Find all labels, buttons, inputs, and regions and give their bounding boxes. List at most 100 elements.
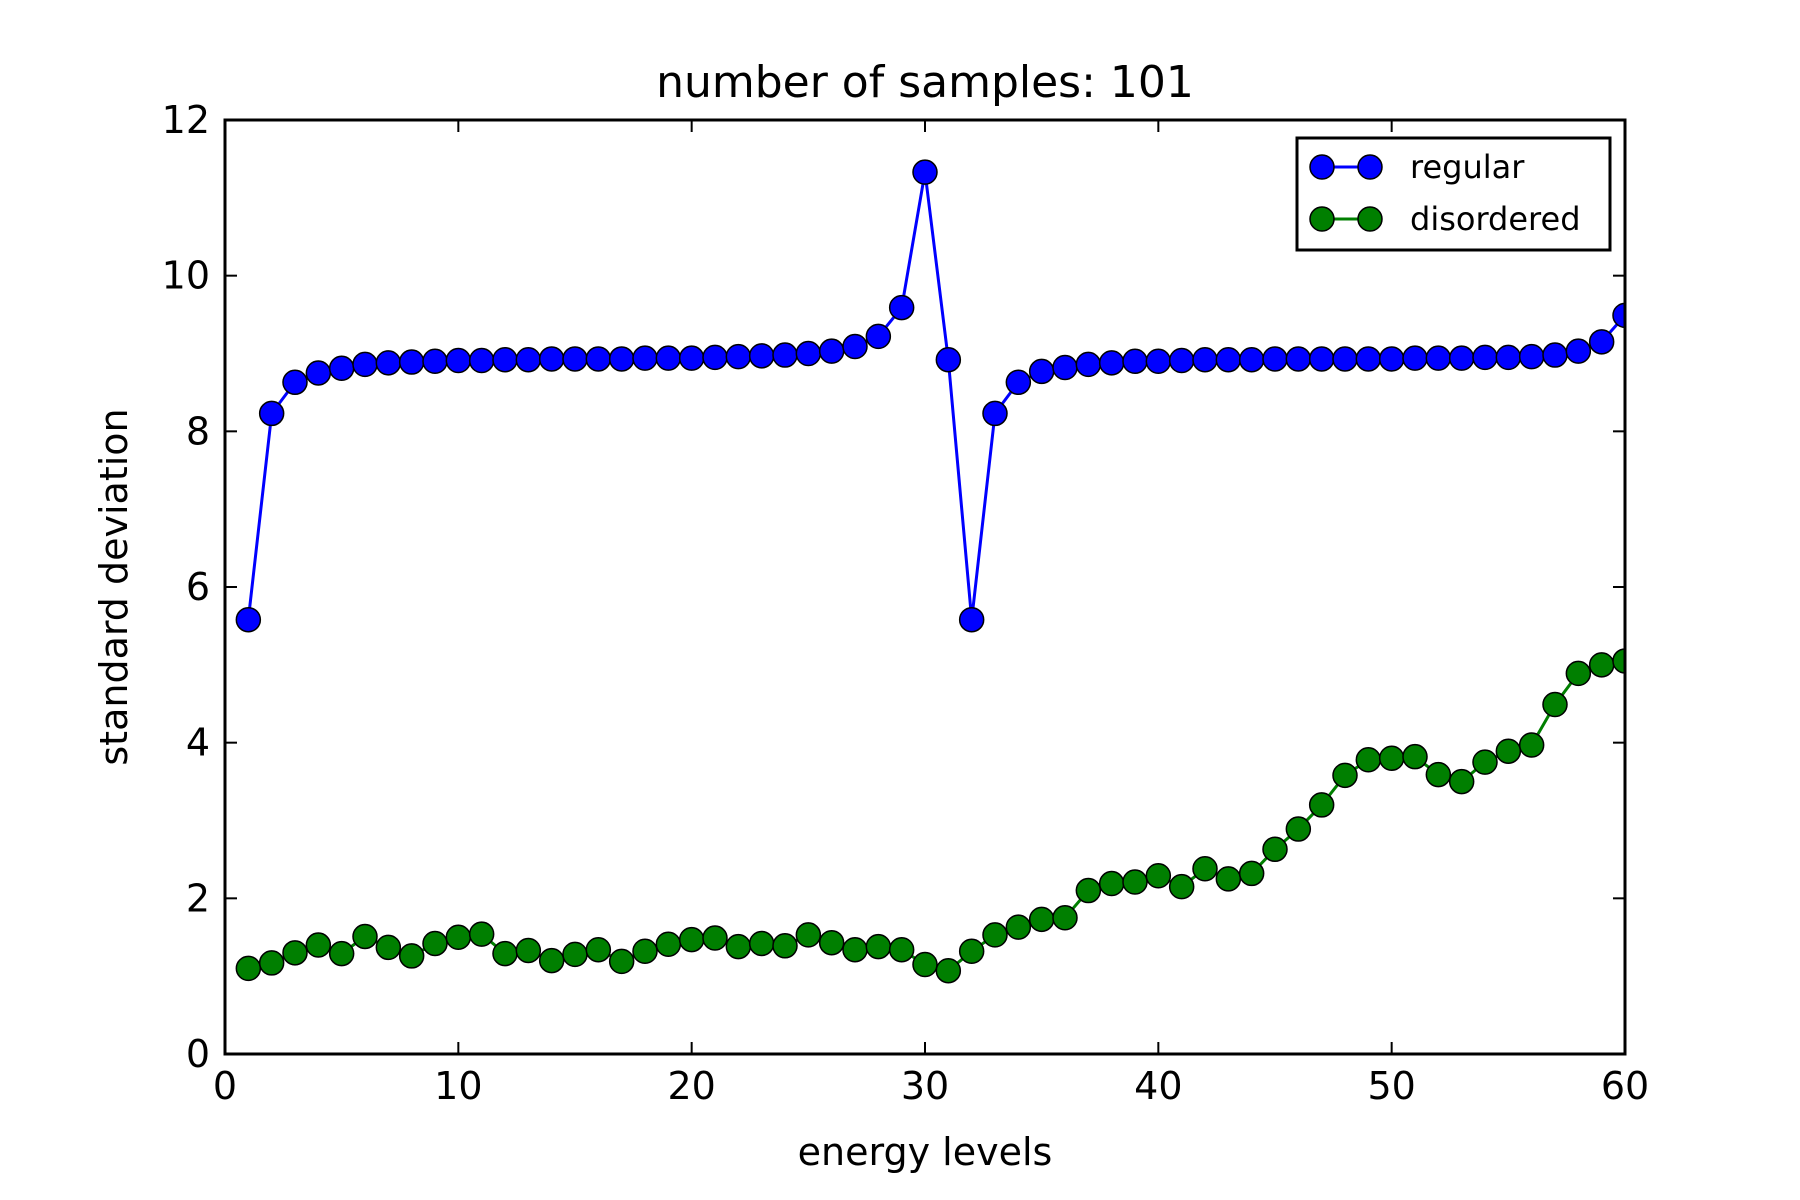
data-point-regular <box>1098 350 1125 376</box>
data-point-regular <box>562 346 588 372</box>
chart-title: number of samples: 101 <box>656 57 1194 108</box>
y-tick-label: 12 <box>162 98 210 142</box>
legend-label-regular: regular <box>1410 148 1525 186</box>
data-point-regular <box>1075 351 1102 378</box>
data-point-disordered <box>1565 660 1592 687</box>
data-point-regular <box>1565 338 1592 364</box>
data-point-disordered <box>1075 877 1102 904</box>
x-tick-label: 10 <box>434 1064 482 1108</box>
data-point-regular <box>422 348 448 375</box>
data-point-disordered <box>1238 860 1265 887</box>
data-point-regular <box>912 159 938 185</box>
data-point-regular <box>1238 346 1265 373</box>
data-point-disordered <box>772 933 798 959</box>
ticks-layer: 0 10 20 30 40 50 60 0 2 4 6 8 10 12 <box>162 98 1650 1108</box>
data-point-regular <box>258 400 285 427</box>
data-point-regular <box>982 400 1008 427</box>
legend-marker-regular <box>1357 154 1383 180</box>
data-point-regular <box>1472 344 1498 371</box>
x-axis-label: energy levels <box>798 1130 1053 1174</box>
data-point-disordered <box>352 923 378 950</box>
x-tick-label: 20 <box>667 1064 715 1108</box>
data-point-regular <box>1308 346 1335 372</box>
data-point-disordered <box>608 948 635 975</box>
legend-marker-disordered <box>1309 206 1335 232</box>
data-point-regular <box>1262 346 1288 372</box>
y-tick-label: 10 <box>162 254 210 298</box>
x-tick-label: 40 <box>1134 1064 1182 1108</box>
data-point-regular <box>282 369 308 396</box>
data-point-regular <box>1542 342 1568 368</box>
data-point-regular <box>328 355 355 382</box>
data-point-regular <box>1145 348 1172 375</box>
data-point-regular <box>632 345 658 371</box>
data-point-disordered <box>305 932 332 958</box>
data-point-regular <box>1518 343 1545 370</box>
data-point-regular <box>1495 344 1522 371</box>
x-tick-label: 50 <box>1367 1064 1415 1108</box>
data-point-regular <box>1028 358 1055 385</box>
x-tick-label: 0 <box>213 1064 237 1108</box>
data-point-disordered <box>468 921 495 947</box>
data-point-regular <box>398 349 425 375</box>
data-point-disordered <box>632 938 658 965</box>
data-point-disordered <box>1402 743 1428 770</box>
y-tick-label: 2 <box>186 876 210 920</box>
data-point-regular <box>888 294 915 321</box>
data-point-regular <box>1425 345 1452 371</box>
data-point-regular <box>445 347 472 374</box>
data-point-regular <box>1122 348 1148 375</box>
data-point-disordered <box>818 929 845 956</box>
data-point-disordered <box>1098 870 1125 897</box>
data-point-regular <box>795 340 822 367</box>
data-point-disordered <box>1052 905 1078 931</box>
plot-frame <box>223 118 1627 1056</box>
data-point-disordered <box>492 940 518 967</box>
data-point-regular <box>235 606 262 633</box>
y-tick-label: 8 <box>186 409 210 453</box>
data-point-regular <box>1332 346 1358 372</box>
data-point-disordered <box>842 936 868 963</box>
legend: regular disordered <box>1295 136 1612 252</box>
data-point-regular <box>1192 346 1218 373</box>
data-point-disordered <box>1518 732 1545 758</box>
series-line-disordered <box>247 659 1625 973</box>
data-point-disordered <box>678 926 705 953</box>
data-point-regular <box>1448 345 1475 371</box>
data-point-disordered <box>1215 866 1242 892</box>
data-point-regular <box>1285 346 1312 372</box>
data-point-disordered <box>725 933 752 960</box>
data-point-disordered <box>888 936 915 963</box>
data-point-regular <box>958 606 985 633</box>
data-point-regular <box>1588 329 1615 355</box>
data-point-regular <box>772 342 798 368</box>
data-point-disordered <box>1332 762 1358 789</box>
legend-marker-disordered <box>1357 206 1383 232</box>
data-point-regular <box>1355 346 1382 372</box>
data-point-regular <box>352 351 378 378</box>
data-point-regular <box>842 333 868 360</box>
data-point-disordered <box>1588 652 1615 678</box>
data-point-disordered <box>1262 836 1288 863</box>
legend-label-disordered: disordered <box>1410 200 1581 238</box>
legend-box <box>1295 136 1612 252</box>
data-point-disordered <box>1122 869 1148 895</box>
data-point-regular <box>1378 346 1405 372</box>
data-point-disordered <box>235 955 262 982</box>
data-point-disordered <box>1612 648 1625 674</box>
data-point-disordered <box>375 934 402 961</box>
data-point-regular <box>515 346 542 373</box>
data-point-regular <box>1005 369 1032 396</box>
x-tick-label: 60 <box>1601 1064 1649 1108</box>
data-point-regular <box>375 350 402 376</box>
data-point-disordered <box>1448 768 1475 795</box>
data-point-regular <box>468 347 495 374</box>
data-point-regular <box>818 338 845 364</box>
data-point-disordered <box>515 937 542 964</box>
data-point-regular <box>725 343 752 370</box>
legend-marker-regular <box>1309 154 1335 180</box>
data-point-regular <box>585 346 612 372</box>
data-point-disordered <box>935 957 962 984</box>
data-point-regular <box>1612 302 1625 329</box>
